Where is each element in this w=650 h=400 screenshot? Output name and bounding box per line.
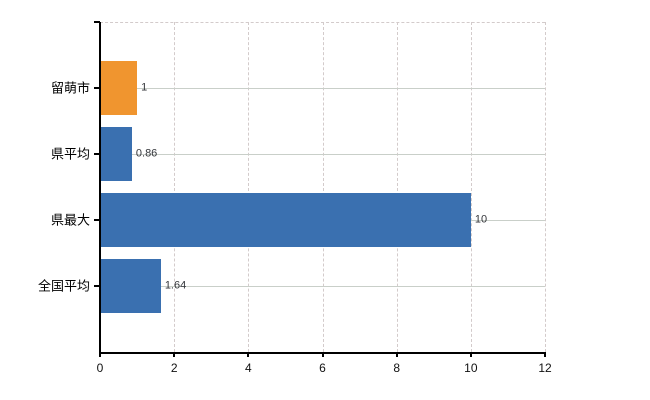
x-tick-label: 6 [319, 361, 326, 375]
x-axis-line [99, 352, 545, 354]
y-axis-tick [94, 87, 100, 89]
category-label: 留萌市 [50, 80, 90, 96]
bar [100, 127, 132, 181]
x-axis-tick [247, 352, 250, 357]
grid-line-vertical [174, 22, 176, 352]
grid-line-vertical [322, 22, 324, 352]
y-axis-tick [94, 285, 100, 287]
y-axis-tick [94, 153, 100, 155]
grid-line-horizontal [100, 154, 545, 155]
bar-value-label: 10 [474, 213, 488, 226]
x-tick-label: 4 [244, 361, 252, 375]
x-tick-label: 12 [538, 361, 552, 375]
bar [100, 61, 138, 115]
x-axis-tick [173, 352, 176, 357]
x-axis-tick [99, 352, 101, 357]
x-tick-label: 8 [393, 361, 400, 375]
x-axis-tick [395, 352, 398, 357]
category-label: 県最大 [50, 212, 90, 228]
bar-value-label: 1 [141, 81, 148, 94]
bar-value-label: 0.86 [135, 147, 158, 160]
x-tick-label: 10 [464, 361, 478, 375]
y-axis-line [99, 22, 101, 352]
x-tick-label: 0 [96, 361, 104, 375]
grid-line-vertical [248, 22, 250, 352]
bar [100, 259, 161, 313]
x-axis-tick [321, 352, 324, 357]
grid-line-horizontal [100, 88, 545, 89]
bar-value-label: 1.64 [164, 279, 187, 292]
y-axis-end-tick [94, 21, 100, 23]
x-axis-tick [469, 352, 472, 357]
y-axis-tick [94, 219, 100, 221]
category-label: 県平均 [50, 146, 90, 162]
grid-line-vertical [545, 22, 546, 352]
grid-line-horizontal [100, 286, 545, 287]
grid-line-vertical [396, 22, 398, 352]
category-label: 全国平均 [37, 278, 90, 294]
bar [100, 193, 471, 247]
x-tick-label: 2 [170, 361, 178, 375]
grid-line-vertical [470, 22, 472, 352]
x-axis-tick [544, 352, 546, 357]
